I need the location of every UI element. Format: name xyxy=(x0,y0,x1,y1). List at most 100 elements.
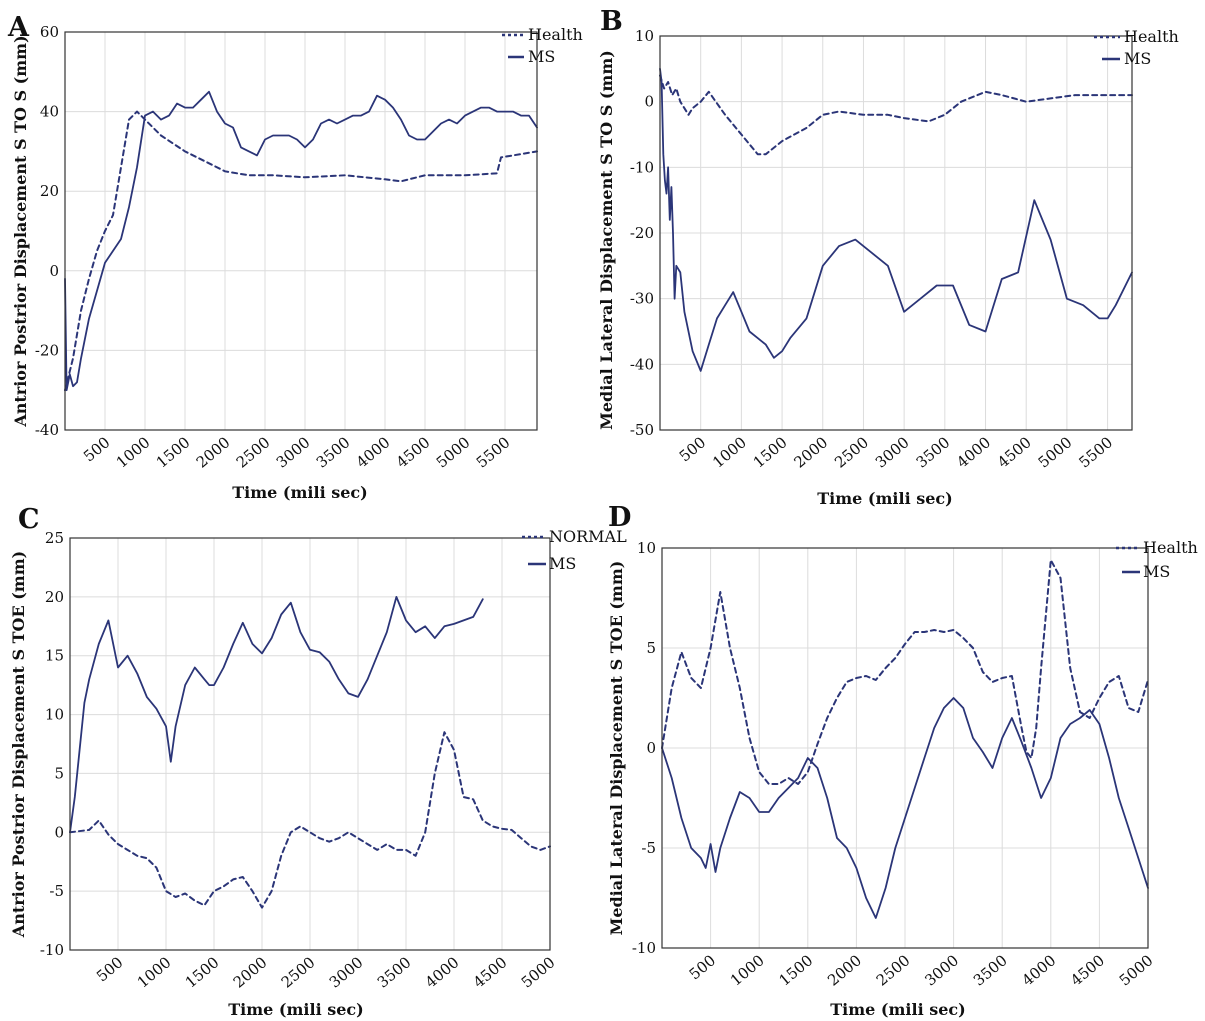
grid-a xyxy=(65,31,537,431)
y-ticks-b: -50 -40 -30 -20 -10 0 10 xyxy=(630,27,654,439)
x-tick-label-c-2: 1500 xyxy=(182,953,223,991)
plot-frame-a xyxy=(64,31,538,431)
x-axis-label-a: Time (mili sec) xyxy=(232,483,367,502)
x-tick-label-a-7: 4000 xyxy=(353,433,394,471)
x-tick-label-d-3: 2000 xyxy=(824,951,865,989)
x-tick-label-a-1: 1000 xyxy=(113,433,154,471)
x-tick-label-a-8: 4500 xyxy=(393,433,434,471)
lines-d xyxy=(661,559,1149,919)
legend-ms-d: MS xyxy=(1143,562,1170,581)
series-line-ms-d xyxy=(661,697,1149,919)
y-tick-label-a-3: 20 xyxy=(40,182,59,200)
y-tick-label-c-0: -10 xyxy=(40,941,64,959)
x-tick-label-c-5: 3000 xyxy=(326,953,367,991)
x-tick-label-d-6: 3500 xyxy=(970,951,1011,989)
x-tick-label-a-5: 3000 xyxy=(273,433,314,471)
x-tick-label-d-2: 1500 xyxy=(776,951,817,989)
x-axis-label-b: Time (mili sec) xyxy=(817,489,952,508)
y-tick-label-b-4: -10 xyxy=(630,158,654,176)
x-axis-label-d: Time (mili sec) xyxy=(830,1000,965,1019)
x-tick-label-b-4: 2500 xyxy=(831,433,872,471)
x-tick-label-a-9: 5000 xyxy=(433,433,474,471)
legend-d: Health MS xyxy=(1116,538,1198,581)
panel-letter-d: D xyxy=(608,502,631,533)
y-tick-label-c-2: 0 xyxy=(54,823,64,841)
legend-ms-b: MS xyxy=(1124,49,1151,68)
grid-b xyxy=(660,35,1132,431)
y-tick-label-d-3: 5 xyxy=(646,639,656,657)
x-tick-label-d-9: 5000 xyxy=(1116,951,1157,989)
x-tick-label-a-6: 3500 xyxy=(313,433,354,471)
x-tick-label-d-7: 4000 xyxy=(1019,951,1060,989)
plot-frame-d xyxy=(661,547,1149,949)
x-tick-label-b-1: 1000 xyxy=(709,433,750,471)
x-tick-label-c-3: 2000 xyxy=(230,953,271,991)
x-ticks-c: 500 1000 1500 2000 2500 3000 3500 4000 4500 5000 xyxy=(93,953,559,991)
x-tick-label-b-2: 1500 xyxy=(750,433,791,471)
y-tick-label-a-4: 40 xyxy=(40,103,59,121)
y-tick-label-b-2: -30 xyxy=(630,290,654,308)
y-tick-label-c-3: 5 xyxy=(54,764,64,782)
y-ticks-a: -40 -20 0 20 40 60 xyxy=(35,23,59,439)
x-tick-label-a-3: 2000 xyxy=(193,433,234,471)
plot-frame-b xyxy=(659,35,1133,431)
x-tick-label-a-10: 5500 xyxy=(473,433,514,471)
x-tick-label-b-8: 4500 xyxy=(994,433,1035,471)
y-tick-label-d-4: 10 xyxy=(637,539,656,557)
y-tick-label-a-2: 0 xyxy=(49,262,59,280)
y-tick-label-b-1: -40 xyxy=(630,355,654,373)
lines-c xyxy=(69,596,551,909)
y-axis-label-c: Antrior Postrior Displacement S TOE (mm) xyxy=(9,551,28,938)
x-tick-label-d-0: 500 xyxy=(686,951,720,983)
x-tick-label-b-10: 5500 xyxy=(1075,433,1116,471)
x-tick-label-b-5: 3000 xyxy=(872,433,913,471)
x-tick-label-b-7: 4000 xyxy=(953,433,994,471)
panel-letter-c: C xyxy=(18,504,40,535)
x-ticks-d: 500 1000 1500 2000 2500 3000 3500 4000 4500 5000 xyxy=(686,951,1157,989)
x-ticks-b: 500 1000 1500 2000 2500 3000 3500 4000 4500 5000 5… xyxy=(676,433,1116,471)
legend-ms-a: MS xyxy=(528,47,555,66)
x-axis-label-c: Time (mili sec) xyxy=(228,1000,363,1019)
legend-b: Health MS xyxy=(1094,27,1179,68)
series-line-health-a xyxy=(64,110,538,392)
x-tick-label-c-8: 4500 xyxy=(470,953,511,991)
x-tick-label-a-0: 500 xyxy=(80,433,114,465)
series-line-normal-c xyxy=(69,731,551,909)
panel-letter-b: B xyxy=(600,6,623,37)
x-tick-label-b-0: 500 xyxy=(676,433,710,465)
x-tick-label-a-4: 2500 xyxy=(233,433,274,471)
y-tick-label-a-1: -20 xyxy=(35,341,59,359)
x-tick-label-d-1: 1000 xyxy=(727,951,768,989)
y-tick-label-d-1: -5 xyxy=(641,839,656,857)
y-tick-label-c-6: 20 xyxy=(45,588,64,606)
y-tick-label-a-5: 60 xyxy=(40,23,59,41)
y-axis-label-a: Antrior Postrior Displacement S TO S (mm… xyxy=(11,35,30,427)
y-tick-label-b-6: 10 xyxy=(635,27,654,45)
legend-c: NORMAL MS xyxy=(522,527,627,573)
grid-c xyxy=(70,537,551,951)
series-line-health-b xyxy=(659,74,1133,156)
y-ticks-c: -10 -5 0 5 10 15 20 25 xyxy=(40,529,64,959)
x-tick-label-a-2: 1500 xyxy=(153,433,194,471)
panel-letter-a: A xyxy=(7,12,30,43)
x-tick-label-d-4: 2500 xyxy=(873,951,914,989)
y-tick-label-a-0: -40 xyxy=(35,421,59,439)
legend-health-b: Health xyxy=(1124,27,1179,46)
x-tick-label-c-0: 500 xyxy=(93,953,127,985)
series-line-health-d xyxy=(661,559,1149,785)
y-tick-label-c-4: 10 xyxy=(45,706,64,724)
legend-a: Health MS xyxy=(502,25,583,66)
grid-d xyxy=(662,547,1149,949)
x-tick-label-b-9: 5000 xyxy=(1035,433,1076,471)
y-tick-label-b-5: 0 xyxy=(644,93,654,111)
panel-c: C -10 -5 0 5 10 15 20 25 500 1000 1500 2000 2500 300… xyxy=(9,504,627,1019)
x-tick-label-c-4: 2500 xyxy=(278,953,319,991)
panel-a: A -40 -20 0 20 40 60 500 1000 1500 2000 2500 3000 3… xyxy=(7,12,583,502)
x-tick-label-d-5: 3000 xyxy=(921,951,962,989)
y-tick-label-c-1: -5 xyxy=(49,882,64,900)
x-tick-label-b-6: 3500 xyxy=(913,433,954,471)
series-line-ms-b xyxy=(659,67,1133,372)
lines-b xyxy=(659,67,1133,372)
